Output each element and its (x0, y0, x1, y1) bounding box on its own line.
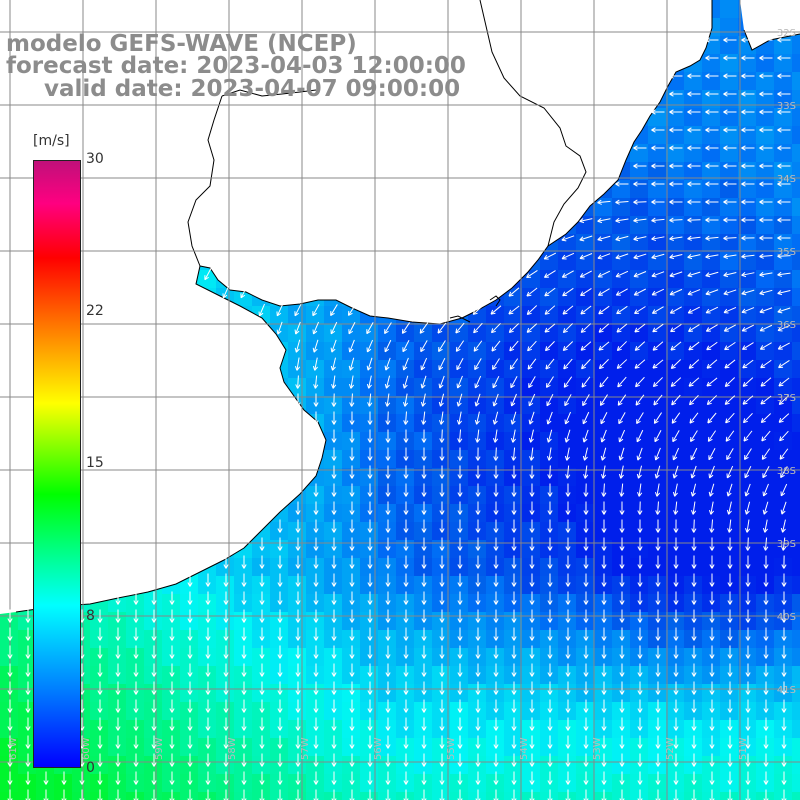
colorbar-tick-8: 8 (86, 608, 95, 624)
valid-date-label: valid date: 2023-04-07 09:00:00 (44, 76, 461, 102)
lon-label: 51W (738, 737, 749, 760)
colorbar-tick-30: 30 (86, 151, 104, 167)
lat-label: 41S (777, 685, 796, 696)
lat-label: 36S (777, 320, 796, 331)
colorbar-unit-label: [m/s] (33, 133, 70, 149)
lon-label: 59W (154, 737, 165, 760)
lat-label: 37S (777, 393, 796, 404)
lat-label: 35S (777, 247, 796, 258)
lon-label: 54W (519, 737, 530, 760)
colorbar (33, 160, 81, 768)
lat-label: 34S (777, 174, 796, 185)
lat-label: 33S (777, 101, 796, 112)
lon-label: 52W (665, 737, 676, 760)
model-title: modelo GEFS-WAVE (NCEP) (6, 31, 357, 57)
lon-label: 56W (373, 737, 384, 760)
lat-label: 40S (777, 612, 796, 623)
lat-label: 39S (777, 539, 796, 550)
lat-label: 38S (777, 466, 796, 477)
colorbar-tick-0: 0 (86, 760, 95, 776)
lon-label: 58W (227, 737, 238, 760)
colorbar-tick-15: 15 (86, 455, 104, 471)
lon-label: 55W (446, 737, 457, 760)
lat-label: 32S (777, 28, 796, 39)
lon-label: 60W (81, 737, 92, 760)
lon-label: 53W (592, 737, 603, 760)
lon-label: 61W (8, 737, 19, 760)
forecast-date-label: forecast date: 2023-04-03 12:00:00 (6, 53, 466, 79)
lon-label: 57W (300, 737, 311, 760)
colorbar-tick-22: 22 (86, 303, 104, 319)
